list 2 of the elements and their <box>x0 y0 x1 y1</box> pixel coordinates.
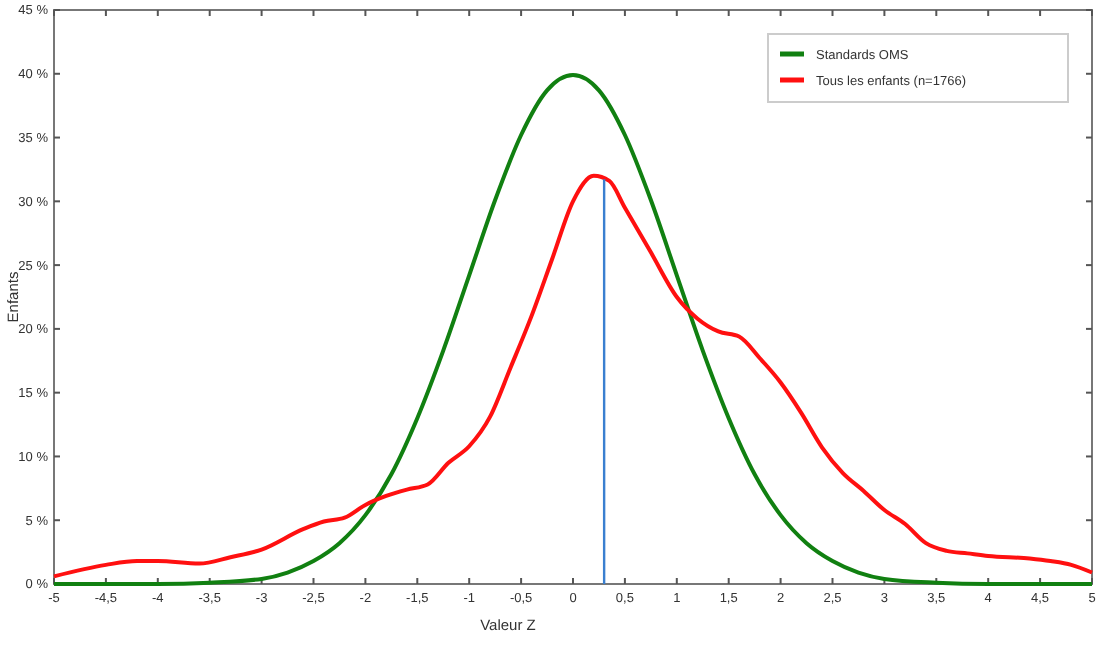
line-series <box>52 73 1094 586</box>
line-series <box>52 173 1094 579</box>
